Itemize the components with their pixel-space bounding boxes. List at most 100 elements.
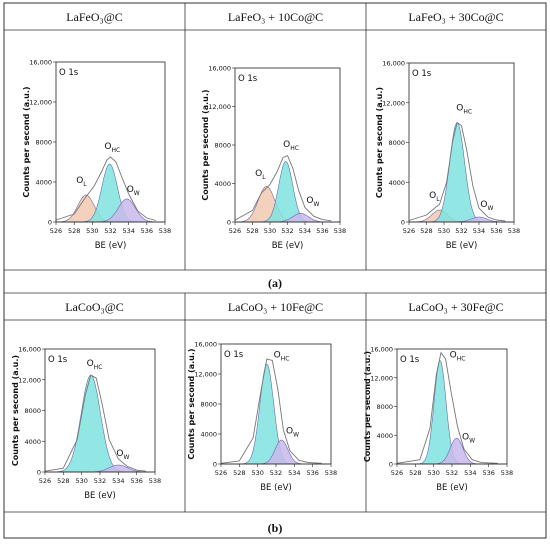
x-axis-label: BE (eV) xyxy=(436,483,468,493)
peak-label-symbol: O xyxy=(429,191,436,201)
peak-label-symbol: O xyxy=(480,200,487,210)
panel-title: LaCoO₃@C xyxy=(65,300,124,314)
peak-label-symbol: O xyxy=(76,176,83,186)
peak-label-symbol: O xyxy=(87,359,94,369)
y-axis-label: Counts per second (a.u.) xyxy=(22,86,31,197)
xps-panel: LaCoO₃ + 10Fe@C 0 4000 8000 12,000 16,000 526 5… xyxy=(187,300,337,493)
x-tick-label: 530 xyxy=(264,227,276,235)
y-tick-label: 0 xyxy=(213,461,217,469)
y-tick-label: 12,000 xyxy=(208,103,231,111)
x-tick-label: 528 xyxy=(68,227,80,235)
y-tick-label: 12,000 xyxy=(18,376,41,384)
peak-label-HC: OHC xyxy=(450,351,466,363)
x-tick-label: 538 xyxy=(149,477,161,485)
x-axis-label: BE (eV) xyxy=(260,483,292,493)
row-label-a: (a) xyxy=(268,276,282,290)
table-frame xyxy=(3,2,547,539)
peak-label-symbol: O xyxy=(116,449,123,459)
panel-title: LaFeO₃@C xyxy=(66,10,123,24)
peak-label-symbol: O xyxy=(104,142,111,152)
y-axis-label: Counts per second (a.u.) xyxy=(201,89,210,200)
x-axis-label: BE (eV) xyxy=(446,241,478,251)
x-tick-label: 532 xyxy=(446,469,458,477)
y-tick-label: 0 xyxy=(37,469,41,477)
x-tick-label: 528 xyxy=(233,469,245,477)
x-tick-label: 526 xyxy=(50,227,62,235)
y-tick-label: 12,000 xyxy=(382,99,405,107)
x-tick-label: 526 xyxy=(229,227,241,235)
peak-label-W: OW xyxy=(127,185,140,197)
peak-label-subscript: L xyxy=(83,181,87,188)
x-tick-label: 532 xyxy=(270,469,282,477)
peak-label-W: OW xyxy=(286,426,299,438)
x-tick-label: 528 xyxy=(409,469,421,477)
x-tick-label: 536 xyxy=(316,227,328,235)
envelope-line xyxy=(408,121,506,222)
x-tick-label: 530 xyxy=(438,227,450,235)
peak-label-symbol: O xyxy=(462,433,469,443)
peak-label-symbol: O xyxy=(274,351,281,361)
component-peak-O_HC xyxy=(45,374,155,473)
x-tick-label: 534 xyxy=(473,227,485,235)
x-tick-label: 526 xyxy=(215,469,227,477)
x-tick-label: 528 xyxy=(420,227,432,235)
panel-title: LaFeO₃ + 30Co@C xyxy=(408,10,503,24)
x-tick-label: 532 xyxy=(281,227,293,235)
xps-panel: LaCoO₃ + 30Fe@C 0 4000 8000 12,000 16,000 526 5… xyxy=(363,300,513,493)
y-tick-label: 16,000 xyxy=(29,59,52,67)
peak-label-HC: OHC xyxy=(456,104,472,116)
peak-label-symbol: O xyxy=(283,140,290,150)
x-tick-label: 534 xyxy=(122,227,134,235)
component-peak-O_HC xyxy=(409,122,514,223)
x-tick-label: 530 xyxy=(86,227,98,235)
spectrum-label: O 1s xyxy=(238,74,258,84)
envelope-line xyxy=(55,156,157,221)
y-tick-label: 4000 xyxy=(35,179,52,187)
x-axis-label: BE (eV) xyxy=(272,241,304,251)
x-tick-label: 528 xyxy=(246,227,258,235)
x-tick-label: 536 xyxy=(482,469,494,477)
x-tick-label: 526 xyxy=(39,477,51,485)
peak-label-symbol: O xyxy=(255,169,262,179)
y-tick-label: 0 xyxy=(401,219,405,227)
xps-panel: LaCoO₃@C 0 4000 8000 12,000 16,000 526 528 530 53… xyxy=(11,300,161,501)
y-tick-label: 12,000 xyxy=(29,99,52,107)
x-tick-label: 534 xyxy=(464,469,476,477)
x-tick-label: 536 xyxy=(141,227,153,235)
peak-label-subscript: W xyxy=(487,205,493,212)
x-tick-label: 536 xyxy=(490,227,502,235)
spectrum-label: O 1s xyxy=(48,355,68,365)
x-tick-label: 538 xyxy=(501,469,513,477)
y-axis-label: Counts per second (a.u.) xyxy=(375,87,384,198)
component-peak-O_W xyxy=(397,437,507,465)
x-tick-label: 534 xyxy=(288,469,300,477)
x-tick-label: 530 xyxy=(251,469,263,477)
y-axis-label: Counts per second (a.u.) xyxy=(363,351,372,462)
panel-title: LaCoO₃ + 10Fe@C xyxy=(228,300,323,314)
peak-label-symbol: O xyxy=(450,351,457,361)
peak-label-subscript: W xyxy=(293,431,299,438)
y-tick-label: 16,000 xyxy=(370,346,393,354)
x-tick-label: 532 xyxy=(455,227,467,235)
x-tick-label: 526 xyxy=(403,227,415,235)
xps-panel: LaFeO₃@C 0 4000 8000 12,000 16,000 526 528 530 53… xyxy=(22,10,171,251)
peak-label-subscript: L xyxy=(436,196,440,203)
spectrum-label: O 1s xyxy=(224,350,244,360)
peak-label-symbol: O xyxy=(306,196,313,206)
x-axis-label: BE (eV) xyxy=(95,241,127,251)
spectrum-label: O 1s xyxy=(400,355,420,365)
y-tick-label: 4000 xyxy=(200,431,217,439)
peak-label-subscript: HC xyxy=(457,356,466,363)
y-tick-label: 12,000 xyxy=(370,374,393,382)
peak-label-W: OW xyxy=(462,433,475,445)
y-axis-label: Counts per second (a.u.) xyxy=(11,355,20,466)
x-axis-label: BE (eV) xyxy=(84,491,116,501)
y-tick-label: 4000 xyxy=(388,179,405,187)
y-tick-label: 8000 xyxy=(376,403,393,411)
peak-label-subscript: HC xyxy=(281,356,290,363)
x-tick-label: 526 xyxy=(391,469,403,477)
y-tick-label: 0 xyxy=(389,461,393,469)
peak-label-W: OW xyxy=(306,196,319,208)
x-tick-label: 538 xyxy=(159,227,171,235)
